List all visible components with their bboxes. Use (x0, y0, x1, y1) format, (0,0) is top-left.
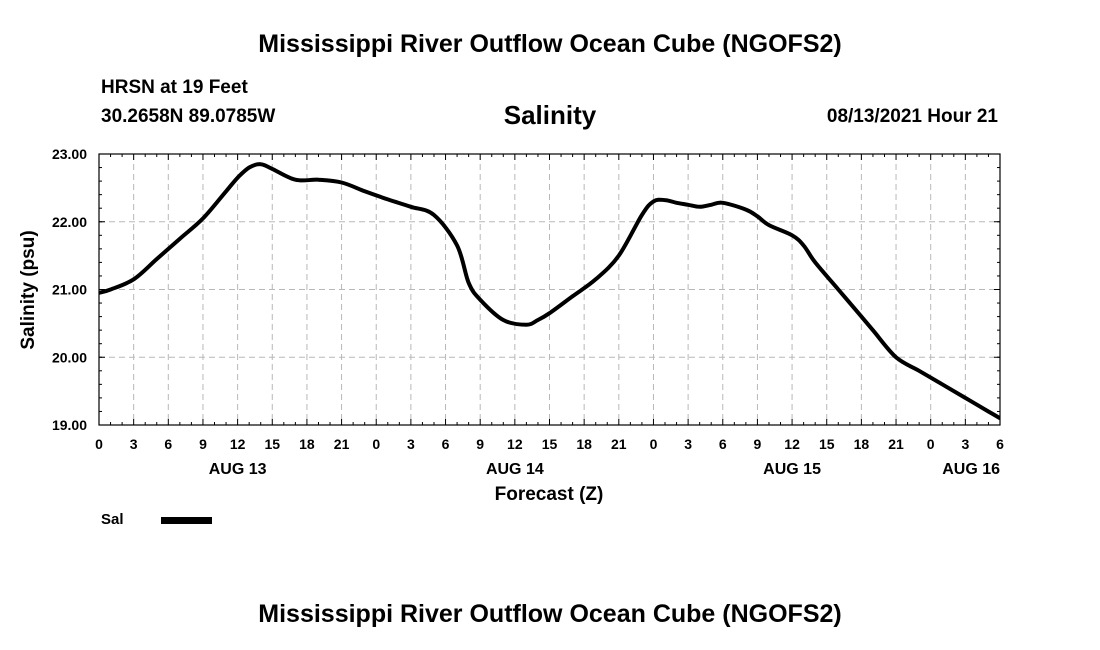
x-tick-labels: 0 3 6 9 12 15 18 21 0 3 6 9 12 15 18 21 0 3 6 9 12 15 18 21 0 3 6 (95, 436, 1004, 452)
x-tick-label: 3 (407, 436, 415, 452)
x-tick-label: 6 (164, 436, 172, 452)
x-tick-label: 18 (576, 436, 592, 452)
x-tick-label: 12 (784, 436, 800, 452)
station-coordinates: 30.2658N 89.0785W (101, 106, 276, 127)
x-tick-label: 0 (650, 436, 658, 452)
x-tick-label: 15 (819, 436, 835, 452)
x-tick-label: 21 (611, 436, 627, 452)
x-tick-label: 0 (95, 436, 103, 452)
bottom-title: Mississippi River Outflow Ocean Cube (NG… (258, 600, 842, 628)
x-tick-label: 3 (130, 436, 138, 452)
day-label: AUG 13 (209, 461, 267, 478)
x-tick-label: 0 (927, 436, 935, 452)
y-tick-label: 20.00 (52, 349, 87, 365)
y-tick-label: 22.00 (52, 214, 87, 230)
x-tick-label: 3 (684, 436, 692, 452)
x-axis-label: Forecast (Z) (495, 484, 604, 505)
x-tick-label: 9 (476, 436, 484, 452)
x-tick-label: 0 (372, 436, 380, 452)
x-tick-label: 18 (299, 436, 315, 452)
chart-title: Salinity (503, 100, 597, 130)
forecast-run-time: 08/13/2021 Hour 21 (826, 106, 998, 127)
station-label: HRSN at 19 Feet (101, 77, 248, 98)
y-tick-label: 21.00 (52, 282, 87, 298)
x-tick-label: 9 (199, 436, 207, 452)
x-tick-label: 18 (854, 436, 870, 452)
x-tick-label: 9 (754, 436, 762, 452)
y-axis-label: Salinity (psu) (18, 230, 39, 349)
salinity-series-line (99, 162, 1000, 421)
x-tick-label: 6 (719, 436, 727, 452)
legend-line-swatch (161, 517, 212, 524)
day-label: AUG 15 (763, 461, 821, 478)
x-tick-label: 3 (961, 436, 969, 452)
x-tick-label: 6 (442, 436, 450, 452)
plot-frame (98, 153, 1001, 426)
y-tick-label: 19.00 (52, 417, 87, 433)
x-tick-label: 21 (888, 436, 904, 452)
day-label: AUG 14 (486, 461, 544, 478)
top-title: Mississippi River Outflow Ocean Cube (NG… (258, 30, 842, 58)
x-tick-label: 6 (996, 436, 1004, 452)
x-tick-label: 12 (230, 436, 246, 452)
x-tick-label: 15 (264, 436, 280, 452)
day-labels: AUG 13 AUG 14 AUG 15 AUG 16 (209, 461, 1000, 478)
day-label: AUG 16 (942, 461, 1000, 478)
legend-label: Sal (101, 511, 124, 528)
x-tick-label: 21 (334, 436, 350, 452)
x-tick-label: 15 (542, 436, 558, 452)
y-tick-label: 23.00 (52, 146, 87, 162)
x-tick-label: 12 (507, 436, 523, 452)
grid-lines (99, 154, 1000, 425)
y-tick-labels: 19.00 20.00 21.00 22.00 23.00 (52, 146, 87, 433)
